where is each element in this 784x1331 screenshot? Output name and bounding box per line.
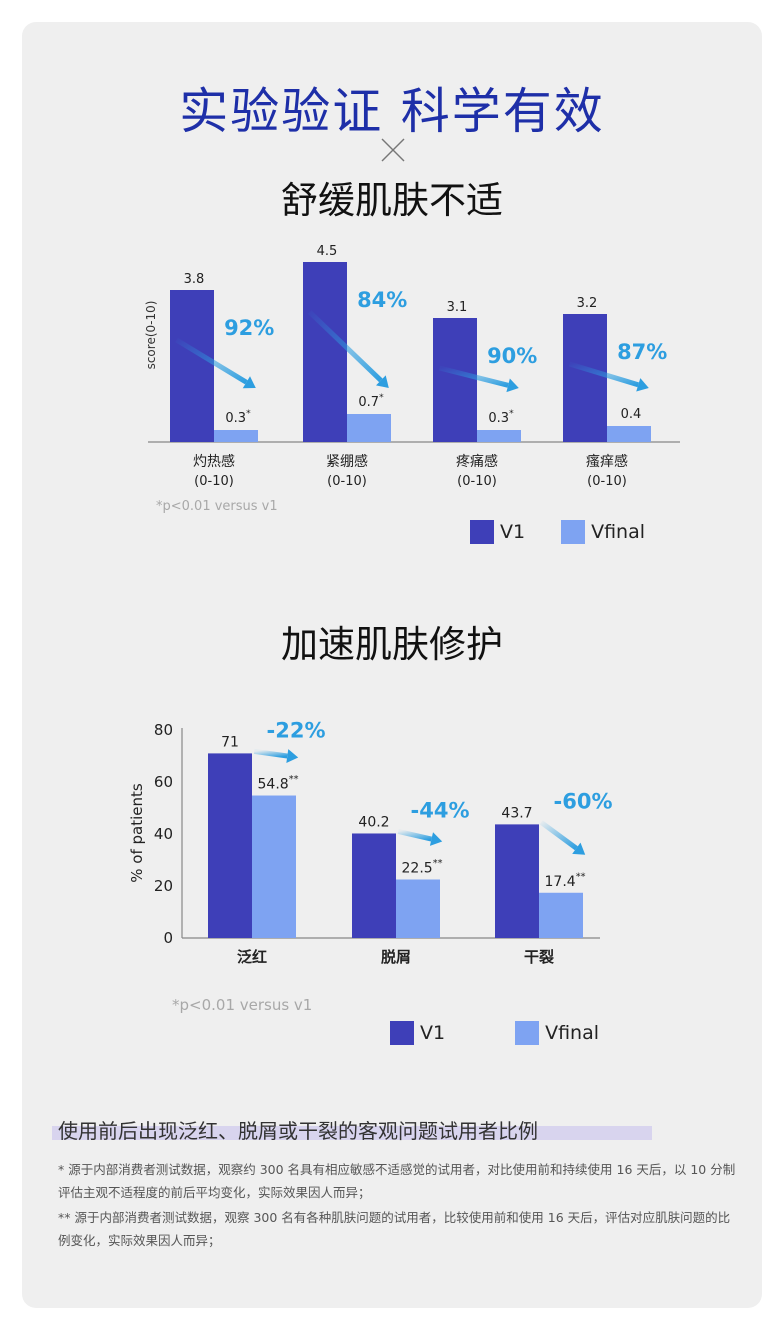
y-tick-label: 40 xyxy=(154,825,173,843)
legend2-vfinal-swatch xyxy=(515,1021,540,1045)
legend2-v1-label: V1 xyxy=(420,1022,446,1044)
bar-vfinal xyxy=(539,892,583,938)
bar-vfinal xyxy=(214,430,258,442)
chart2-y-axis-label: % of patients xyxy=(128,783,146,883)
reduction-percent-label: -60% xyxy=(554,789,613,813)
category-range-label: (0-10) xyxy=(327,474,367,489)
content-card xyxy=(22,22,762,1308)
footnote-1: * 源于内部消费者测试数据，观察约 300 名具有相应敏感不适感觉的试用者，对比… xyxy=(58,1162,736,1200)
category-label: 脱屑 xyxy=(381,948,411,966)
category-label: 疼痛感 xyxy=(456,453,498,470)
bar-vfinal xyxy=(396,879,440,938)
legend2-v1-swatch xyxy=(390,1021,414,1045)
soothing-bar-chart: score(0-10) 3.8 0.3* 灼热感 (0-10) 92% 4.5 0.7* 紧绷… xyxy=(144,244,680,489)
legend-v1-swatch xyxy=(470,520,494,544)
section2-title: 加速肌肤修护 xyxy=(281,623,503,666)
bar-v1-value-label: 3.8 xyxy=(184,272,205,287)
bar-v1-value-label: 3.1 xyxy=(447,300,468,315)
bar-vfinal-value-label: 22.5** xyxy=(402,858,443,876)
legend-vfinal-label: Vfinal xyxy=(591,521,646,543)
bar-v1-value-label: 40.2 xyxy=(358,814,389,830)
category-label: 泛红 xyxy=(237,948,267,966)
reduction-percent-label: 84% xyxy=(357,288,407,312)
bar-vfinal xyxy=(347,414,391,442)
reduction-arrow xyxy=(568,361,649,392)
bar-v1-value-label: 71 xyxy=(221,734,239,750)
summary-highlight xyxy=(52,1126,652,1140)
bar-v1-value-label: 43.7 xyxy=(501,805,532,821)
reduction-arrow xyxy=(253,748,299,763)
bar-v1-value-label: 3.2 xyxy=(577,296,598,311)
bar-vfinal-value-label: 17.4** xyxy=(545,871,586,889)
bar-vfinal-value-label: 0.3* xyxy=(225,409,251,426)
chart2-significance-note: *p<0.01 versus v1 xyxy=(172,996,313,1014)
section1-title: 舒缓肌肤不适 xyxy=(281,179,503,222)
reduction-percent-label: 87% xyxy=(617,340,667,364)
bar-vfinal xyxy=(477,430,521,442)
reduction-percent-label: 90% xyxy=(487,344,537,368)
footnote-2: ** 源于内部消费者测试数据，观察 300 名有各种肌肤问题的试用者，比较使用前… xyxy=(58,1210,731,1248)
reduction-arrow xyxy=(438,365,519,393)
category-range-label: (0-10) xyxy=(457,474,497,489)
category-label: 干裂 xyxy=(524,948,554,966)
bar-vfinal-value-label: 0.7* xyxy=(358,393,384,410)
summary-caption: 使用前后出现泛红、脱屑或干裂的客观问题试用者比例 xyxy=(58,1119,538,1143)
category-range-label: (0-10) xyxy=(587,474,627,489)
bar-v1-value-label: 4.5 xyxy=(317,244,338,259)
bar-v1 xyxy=(303,262,347,442)
reduction-arrow xyxy=(175,337,256,389)
reduction-arrow xyxy=(397,829,443,846)
legend2-vfinal-label: Vfinal xyxy=(545,1022,600,1044)
category-label: 紧绷感 xyxy=(326,453,368,470)
bar-vfinal-value-label: 54.8** xyxy=(258,774,299,792)
legend-vfinal-swatch xyxy=(561,520,586,544)
y-tick-label: 20 xyxy=(154,877,173,895)
page-title: 实验验证 科学有效 xyxy=(179,83,605,140)
bar-vfinal xyxy=(252,795,296,938)
y-tick-label: 60 xyxy=(154,773,173,791)
bar-vfinal xyxy=(607,426,651,442)
reduction-percent-label: 92% xyxy=(224,316,274,340)
reduction-percent-label: -44% xyxy=(411,798,470,822)
reduction-arrow xyxy=(307,310,389,388)
repair-bar-chart: % of patients 0 20 40 60 80 71 54.8** 泛红 -22% 40.… xyxy=(128,718,613,966)
close-cross-icon xyxy=(381,138,405,162)
reduction-arrow xyxy=(539,820,586,855)
chart1-y-axis-label: score(0-10) xyxy=(144,301,158,370)
category-label: 灼热感 xyxy=(193,453,235,470)
reduction-percent-label: -22% xyxy=(267,718,326,742)
y-tick-label: 0 xyxy=(163,929,173,947)
category-range-label: (0-10) xyxy=(194,474,234,489)
bar-v1 xyxy=(563,314,607,442)
legend-v1-label: V1 xyxy=(500,521,526,543)
bar-v1 xyxy=(495,824,539,938)
bar-v1 xyxy=(208,753,252,938)
chart1-significance-note: *p<0.01 versus v1 xyxy=(156,499,278,514)
bar-vfinal-value-label: 0.4 xyxy=(621,407,642,422)
chart1-legend: V1 Vfinal xyxy=(470,520,645,544)
bar-v1 xyxy=(170,290,214,442)
category-label: 瘙痒感 xyxy=(586,453,628,470)
bar-v1 xyxy=(352,833,396,938)
chart2-legend: V1 Vfinal xyxy=(390,1021,599,1045)
bar-v1 xyxy=(433,318,477,442)
y-tick-label: 80 xyxy=(154,721,173,739)
bar-vfinal-value-label: 0.3* xyxy=(488,409,514,426)
